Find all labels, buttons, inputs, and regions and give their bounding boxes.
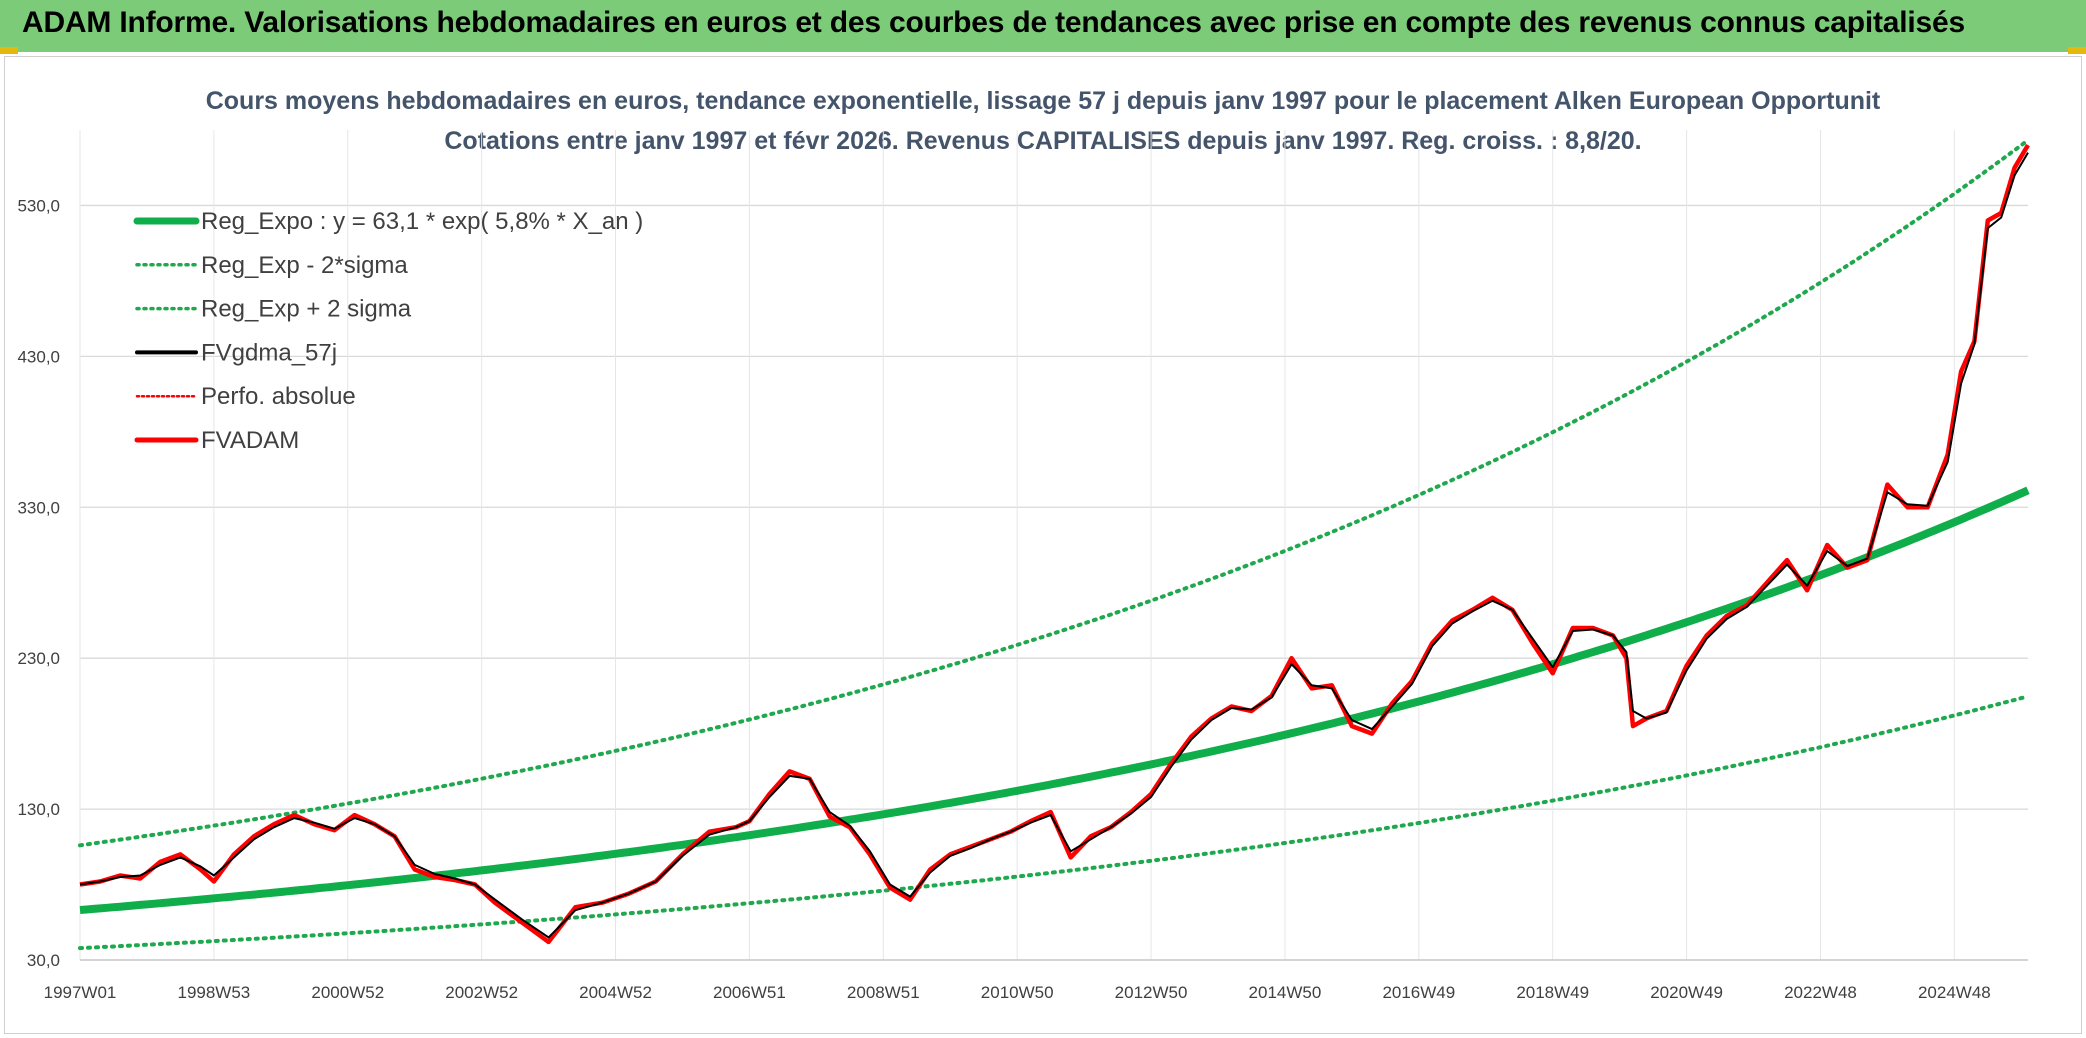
header-title: ADAM Informe. Valorisations hebdomadaire… xyxy=(22,6,1965,39)
y-axis-ticks: 30,0 130,0 230,0 330,0 430,0 530,0 xyxy=(17,196,60,970)
legend-label: Perfo. absolue xyxy=(201,383,356,410)
y-tick-label: 330,0 xyxy=(17,498,60,517)
y-tick-label: 30,0 xyxy=(27,951,60,970)
x-tick-label: 2002W52 xyxy=(445,983,518,1002)
legend-label: FVADAM xyxy=(201,427,299,454)
x-tick-label: 1998W53 xyxy=(177,983,250,1002)
chart-frame xyxy=(4,56,2082,1034)
x-tick-label: 2008W51 xyxy=(847,983,920,1002)
header-corner-right xyxy=(2068,47,2086,54)
series-layer xyxy=(78,138,2030,951)
x-tick-label: 2000W52 xyxy=(311,983,384,1002)
series-reg-exp-plus-2sigma xyxy=(78,138,2030,848)
x-tick-label: 2024W48 xyxy=(1918,983,1991,1002)
gridlines xyxy=(79,130,2028,961)
x-tick-label: 1997W01 xyxy=(44,983,117,1002)
x-tick-label: 2018W49 xyxy=(1516,983,1589,1002)
x-tick-label: 2022W48 xyxy=(1784,983,1857,1002)
series-reg-exp-minus-2sigma xyxy=(78,694,2030,951)
x-tick-label: 2006W51 xyxy=(713,983,786,1002)
y-tick-label: 430,0 xyxy=(17,347,60,366)
y-tick-label: 530,0 xyxy=(17,196,60,215)
x-tick-label: 2010W50 xyxy=(981,983,1054,1002)
chart-title-line-1: Cours moyens hebdomadaires en euros, ten… xyxy=(206,87,1881,115)
series-reg-expo xyxy=(79,486,2030,914)
x-tick-label: 2020W49 xyxy=(1650,983,1723,1002)
series-fvgdma-57j xyxy=(79,152,2029,939)
legend-label: FVgdma_57j xyxy=(201,339,337,366)
header-corner-left xyxy=(0,47,18,54)
y-tick-label: 230,0 xyxy=(17,649,60,668)
x-tick-label: 2012W50 xyxy=(1115,983,1188,1002)
legend-label: Reg_Expo : y = 63,1 * exp( 5,8% * X_an ) xyxy=(201,208,643,235)
x-axis-ticks: 1997W01 1998W53 2000W52 2002W52 2004W52 2006W… xyxy=(44,983,1991,1002)
x-tick-label: 2004W52 xyxy=(579,983,652,1002)
legend-label: Reg_Exp - 2*sigma xyxy=(201,252,408,279)
x-tick-label: 2014W50 xyxy=(1249,983,1322,1002)
chart-title-line-2: Cotations entre janv 1997 et févr 2026. … xyxy=(444,127,1641,155)
header-bar: ADAM Informe. Valorisations hebdomadaire… xyxy=(0,0,2086,54)
y-tick-label: 130,0 xyxy=(17,800,60,819)
legend-label: Reg_Exp + 2 sigma xyxy=(201,296,412,323)
legend: Reg_Expo : y = 63,1 * exp( 5,8% * X_an )… xyxy=(133,208,643,454)
x-tick-label: 2016W49 xyxy=(1382,983,1455,1002)
